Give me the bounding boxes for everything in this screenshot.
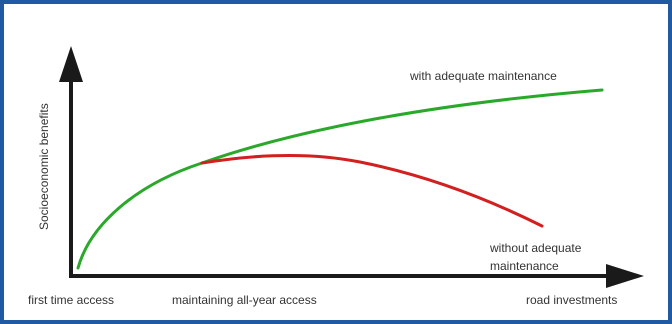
x-axis-label-maintaining-all-year-access: maintaining all-year access bbox=[172, 293, 317, 307]
y-axis-arrowhead bbox=[59, 46, 83, 82]
series-label-without-adequate-maintenance-line2: maintenance bbox=[490, 259, 559, 273]
x-axis-arrowhead bbox=[606, 264, 644, 288]
series-line-without-adequate-maintenance bbox=[200, 153, 544, 228]
series-label-with-adequate-maintenance: with adequate maintenance bbox=[409, 69, 557, 83]
series-label-without-adequate-maintenance-line1: without adequate bbox=[489, 241, 582, 255]
y-axis-label: Socioeconomic benefits bbox=[37, 103, 51, 230]
series-line-with-adequate-maintenance bbox=[76, 88, 604, 270]
x-axis-label-first-time-access: first time access bbox=[28, 293, 114, 307]
x-axis-label-road-investments: road investments bbox=[526, 293, 617, 307]
